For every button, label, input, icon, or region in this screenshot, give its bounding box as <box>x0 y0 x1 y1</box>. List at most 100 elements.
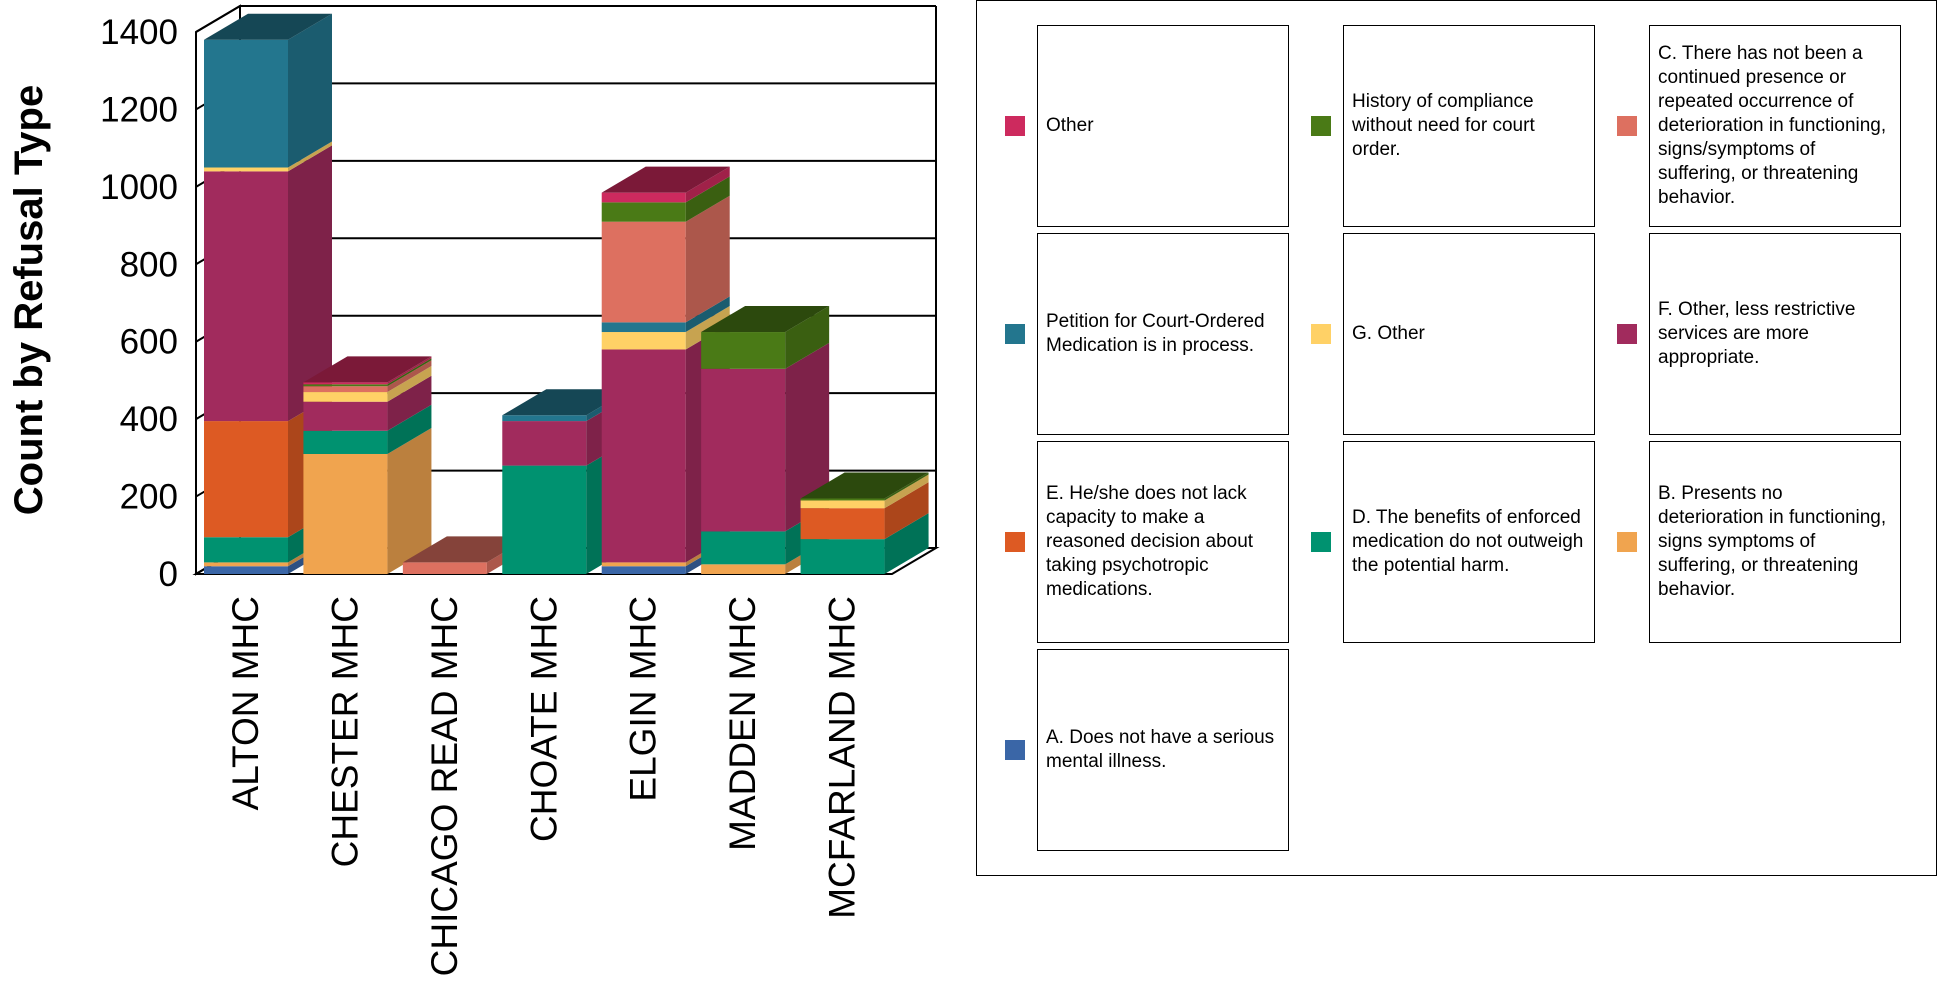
legend-label: Petition for Court-Ordered Medication is… <box>1046 311 1265 356</box>
legend-label-box: A. Does not have a serious mental illnes… <box>1037 649 1289 851</box>
bar-top <box>800 472 929 499</box>
bar-segment-side <box>884 474 929 509</box>
bar-segment <box>701 531 786 565</box>
bar-stack <box>204 13 332 574</box>
legend-label: History of compliance without need for c… <box>1352 91 1535 160</box>
bar-segment-side <box>884 513 929 574</box>
bar-top <box>204 13 332 40</box>
legend-label: C. There has not been a continued presen… <box>1658 43 1887 208</box>
bar-segment <box>303 384 388 387</box>
legend-label-box: C. There has not been a continued presen… <box>1649 25 1901 227</box>
bar-top <box>701 306 830 333</box>
bar-segment-side <box>288 13 332 168</box>
bar-segment <box>601 349 686 563</box>
label-layer: 0 200 400 600 800 1000 1200 1400 ALTON MHC CHESTE… <box>100 13 862 976</box>
legend-label: E. He/she does not lack capacity to make… <box>1046 483 1254 600</box>
legend-swatch <box>1311 532 1331 552</box>
bar-top <box>601 166 730 193</box>
x-category-label: ELGIN MHC <box>623 596 664 802</box>
x-category-label: MCFARLAND MHC <box>822 596 863 919</box>
bar-segment-side <box>685 296 730 333</box>
legend-item: Other <box>977 23 1289 229</box>
bar-top <box>303 356 432 383</box>
bar-segment-side <box>288 145 332 422</box>
legend-item: E. He/she does not lack capacity to make… <box>977 439 1289 645</box>
x-category-label: ALTON MHC <box>225 596 266 810</box>
legend-swatch <box>1617 116 1637 136</box>
bar-segment-side <box>387 427 432 574</box>
bar-segment-side <box>785 342 830 532</box>
bar-segment <box>601 332 686 350</box>
bar-segment <box>204 167 288 172</box>
legend: Other History of compliance without need … <box>976 0 1937 876</box>
legend-item: B. Presents no deterioration in function… <box>1589 439 1901 645</box>
bar-layer <box>204 13 929 574</box>
bar-segment-side <box>685 195 730 323</box>
bar-segment <box>800 500 885 509</box>
legend-label-box: B. Presents no deterioration in function… <box>1649 441 1901 643</box>
legend-item: A. Does not have a serious mental illnes… <box>977 647 1289 853</box>
legend-label-box: G. Other <box>1343 233 1595 435</box>
bar-segment <box>303 401 388 431</box>
legend-item: Petition for Court-Ordered Medication is… <box>977 231 1289 437</box>
y-axis-title: Count by Refusal Type <box>7 85 51 515</box>
y-tick-label: 200 <box>120 478 178 517</box>
bar-segment-side <box>387 358 432 387</box>
bar-segment <box>701 332 786 369</box>
legend-label: Other <box>1046 115 1094 136</box>
bar-segment <box>303 453 388 574</box>
legend-item: History of compliance without need for c… <box>1283 23 1595 229</box>
legend-swatch <box>1005 324 1025 344</box>
bar-segment-side <box>387 360 432 393</box>
legend-label: G. Other <box>1352 323 1425 344</box>
legend-label: B. Presents no deterioration in function… <box>1658 483 1887 600</box>
y-tick-label: 800 <box>120 245 178 284</box>
bar-segment <box>601 221 686 323</box>
legend-label-box: Petition for Court-Ordered Medication is… <box>1037 233 1289 435</box>
bar-stack <box>303 356 432 574</box>
legend-label-box: F. Other, less restrictive services are … <box>1649 233 1901 435</box>
bar-segment <box>204 39 288 168</box>
legend-swatch <box>1617 532 1637 552</box>
bar-segment <box>303 386 388 393</box>
bar-segment-side <box>884 482 929 540</box>
legend-item: F. Other, less restrictive services are … <box>1589 231 1901 437</box>
bar-segment <box>204 537 288 563</box>
y-tick-label: 1400 <box>100 13 178 52</box>
bar-segment <box>800 498 885 501</box>
bar-top <box>502 389 631 416</box>
bar-segment-side <box>387 375 432 431</box>
legend-item: G. Other <box>1283 231 1595 437</box>
legend-item: D. The benefits of enforced medication d… <box>1283 439 1595 645</box>
y-tick-label: 0 <box>159 555 178 594</box>
bar-segment-side <box>785 306 830 369</box>
bar-segment <box>502 415 587 422</box>
legend-label-box: D. The benefits of enforced medication d… <box>1343 441 1595 643</box>
bar-segment-side <box>685 176 730 222</box>
bar-segment <box>601 202 686 222</box>
gridline <box>195 5 936 33</box>
legend-label-box: History of compliance without need for c… <box>1343 25 1595 227</box>
bar-segment-side <box>685 166 730 203</box>
x-category-label: MADDEN MHC <box>722 596 763 851</box>
legend-swatch <box>1311 116 1331 136</box>
bar-segment <box>502 465 587 574</box>
legend-swatch <box>1005 532 1025 552</box>
legend-swatch <box>1311 324 1331 344</box>
bar-segment-side <box>387 366 432 402</box>
bar-segment <box>601 562 686 567</box>
bar-top <box>402 536 531 563</box>
bar-segment <box>402 562 487 574</box>
bar-segment-side <box>685 306 730 350</box>
bar-segment <box>204 421 288 538</box>
bar-stack <box>601 166 730 574</box>
bar-segment <box>601 566 686 574</box>
bar-segment <box>204 171 288 422</box>
legend-swatch <box>1005 116 1025 136</box>
stacked-bar-chart: 0 200 400 600 800 1000 1200 1400 ALTON MHC CHESTE… <box>7 4 940 976</box>
legend-label: F. Other, less restrictive services are … <box>1658 299 1856 368</box>
bar-segment-side <box>288 141 332 172</box>
y-tick-label: 1000 <box>100 168 178 207</box>
legend-swatch <box>1617 324 1637 344</box>
y-tick-label: 600 <box>120 323 178 362</box>
